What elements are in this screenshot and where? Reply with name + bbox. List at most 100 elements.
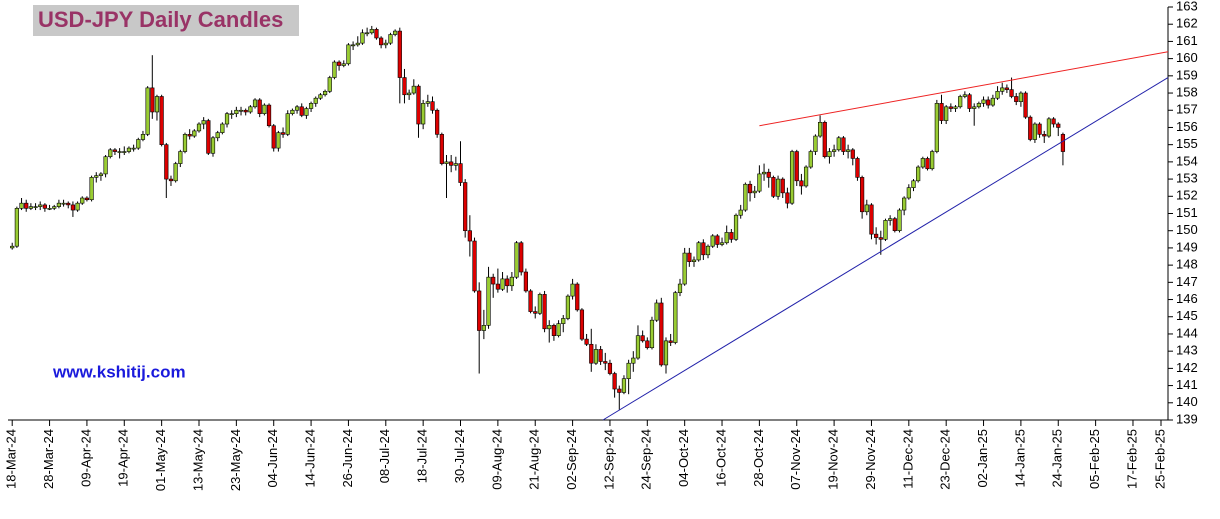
candle-body	[103, 156, 108, 175]
y-tick-label: 152	[1176, 188, 1198, 203]
x-tick-label: 26-Jun-24	[340, 429, 355, 488]
candle-body	[850, 149, 855, 159]
chart-title: USD-JPY Daily Candles	[38, 7, 283, 32]
candle-body	[425, 101, 430, 104]
candle-body	[416, 85, 421, 125]
candle-body	[1042, 134, 1047, 137]
candle-body	[1060, 134, 1066, 152]
candle-body	[1018, 92, 1023, 102]
annotation: www.kshitij.com	[52, 362, 186, 381]
candle-body	[182, 134, 188, 152]
y-tick-label: 151	[1176, 205, 1198, 220]
x-tick-label: 23-Dec-24	[938, 429, 953, 490]
candle-body	[846, 149, 851, 152]
candle-body	[346, 44, 351, 65]
candle-body	[687, 252, 692, 262]
candle-body	[481, 325, 486, 331]
y-tick-label: 155	[1176, 136, 1198, 151]
candle-body	[841, 137, 846, 152]
candle-body	[551, 325, 557, 336]
y-tick-label: 157	[1176, 102, 1198, 117]
candle-body	[327, 77, 332, 92]
candle-body	[252, 99, 258, 108]
candle-body	[962, 94, 967, 97]
y-tick-label: 149	[1176, 239, 1198, 254]
candle-body	[738, 209, 743, 216]
y-tick-label: 139	[1176, 411, 1198, 426]
candle-body	[925, 158, 930, 170]
candle-body	[645, 340, 650, 349]
candle-body	[491, 276, 496, 285]
candle-body	[958, 96, 963, 108]
x-tick-label: 09-Apr-24	[78, 429, 93, 487]
candle-body	[449, 161, 454, 166]
candle-body	[1037, 123, 1042, 135]
candle-body	[10, 245, 15, 249]
candle-body	[355, 42, 360, 46]
candle-body	[360, 32, 365, 44]
candle-body	[477, 290, 482, 331]
candle-body	[94, 175, 99, 178]
candle-body	[934, 103, 939, 152]
candle-body	[173, 163, 178, 182]
candle-body	[771, 177, 776, 197]
candle-body	[444, 161, 449, 164]
candle-body	[187, 134, 192, 137]
x-tick-label: 09-Aug-24	[489, 429, 504, 490]
y-tick-label: 140	[1176, 394, 1198, 409]
candle-body	[617, 388, 622, 393]
candle-body	[878, 237, 883, 240]
candle-body	[682, 252, 687, 285]
candle-body	[421, 103, 426, 125]
candle-body	[990, 97, 995, 106]
candle-body	[598, 349, 603, 362]
candle-body	[89, 177, 94, 201]
trend-line	[602, 77, 1169, 421]
candle-body	[313, 97, 318, 104]
candle-body	[117, 151, 122, 153]
candle-body	[495, 283, 500, 290]
candle-body	[351, 44, 356, 47]
candle-body	[729, 232, 734, 240]
candle-body	[621, 378, 627, 393]
candle-body	[743, 183, 748, 211]
candle-body	[299, 106, 304, 116]
candle-body	[262, 104, 267, 114]
candle-body	[397, 30, 402, 78]
candle-body	[402, 77, 407, 96]
candle-body	[902, 197, 907, 211]
candle-body	[458, 163, 463, 183]
candle-body	[874, 233, 879, 238]
candle-body	[14, 208, 19, 247]
candle-body	[752, 190, 757, 194]
candle-body	[724, 232, 729, 244]
candle-body	[285, 113, 290, 135]
y-tick-label: 141	[1176, 377, 1198, 392]
candle-body	[439, 134, 444, 164]
candle-body	[649, 319, 655, 349]
candle-body	[33, 206, 38, 208]
x-tick-label: 05-Feb-25	[1087, 429, 1102, 489]
x-tick-label: 16-Oct-24	[713, 429, 728, 487]
candle-body	[565, 295, 571, 319]
candle-body	[705, 245, 711, 256]
candle-body	[206, 120, 211, 154]
candle-body	[84, 197, 90, 201]
candle-body	[920, 158, 925, 168]
y-tick-label: 163	[1176, 0, 1198, 13]
candle-body	[98, 173, 104, 176]
x-tick-label: 12-Sep-24	[601, 429, 616, 490]
y-tick-label: 143	[1176, 343, 1198, 358]
x-tick-label: 11-Dec-24	[900, 429, 915, 489]
candle-body	[659, 302, 664, 366]
x-tick-label: 30-Jul-24	[452, 429, 467, 483]
candle-body	[523, 271, 528, 292]
candle-body	[860, 177, 865, 213]
candle-body	[775, 178, 781, 197]
candle-body	[38, 204, 43, 207]
y-tick-label: 142	[1176, 360, 1198, 375]
candle-body	[178, 151, 183, 164]
candle-body	[944, 106, 949, 121]
candle-body	[28, 206, 33, 209]
